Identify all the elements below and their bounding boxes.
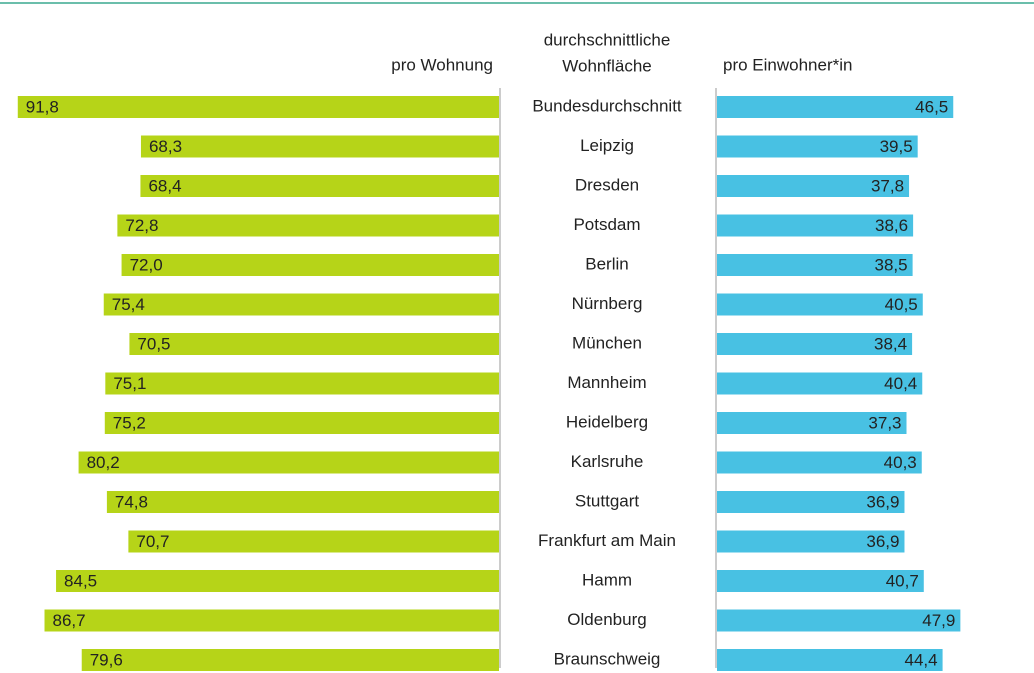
- value-label: 36,9: [866, 532, 899, 551]
- value-label: 80,2: [87, 453, 120, 472]
- bar: [44, 609, 500, 632]
- bar: [128, 530, 499, 553]
- value-label: 68,3: [149, 137, 182, 156]
- category-label: Leipzig: [580, 136, 634, 155]
- bar: [717, 175, 910, 197]
- series-header: pro Wohnung: [391, 55, 493, 74]
- value-label: 84,5: [64, 571, 97, 590]
- bar: [717, 412, 907, 434]
- bar: [717, 293, 923, 316]
- bar: [140, 135, 499, 158]
- category-label: Mannheim: [567, 373, 646, 392]
- category-label: Berlin: [585, 254, 628, 273]
- value-label: 72,8: [125, 216, 158, 235]
- value-label: 46,5: [915, 97, 948, 116]
- bar: [717, 451, 922, 474]
- category-label: Hamm: [582, 570, 632, 589]
- bar: [140, 175, 499, 197]
- bar: [717, 96, 954, 118]
- value-label: 38,4: [874, 334, 907, 353]
- category-label: Potsdam: [573, 215, 640, 234]
- value-label: 40,3: [884, 453, 917, 472]
- category-label: Stuttgart: [575, 491, 640, 510]
- value-label: 37,3: [868, 413, 901, 432]
- bar: [56, 570, 499, 592]
- bar: [717, 333, 913, 355]
- category-label: München: [572, 333, 642, 352]
- bar: [129, 333, 499, 355]
- category-label: Dresden: [575, 175, 639, 194]
- value-label: 79,6: [90, 650, 123, 669]
- value-label: 86,7: [53, 611, 86, 630]
- bar: [117, 214, 499, 237]
- value-label: 40,4: [884, 374, 917, 393]
- category-label: Braunschweig: [554, 649, 661, 668]
- category-label: Heidelberg: [566, 412, 648, 431]
- center-header: durchschnittliche: [544, 30, 671, 49]
- value-label: 47,9: [922, 611, 955, 630]
- bar: [78, 451, 499, 474]
- category-label: Nürnberg: [572, 294, 643, 313]
- value-label: 68,4: [148, 176, 181, 195]
- bar: [717, 491, 905, 513]
- bar: [717, 609, 961, 632]
- bar: [717, 372, 923, 395]
- bar: [121, 254, 499, 276]
- bar: [105, 372, 499, 395]
- value-label: 72,0: [130, 255, 163, 274]
- category-label: Frankfurt am Main: [538, 531, 676, 550]
- value-label: 70,5: [137, 334, 170, 353]
- value-label: 38,6: [875, 216, 908, 235]
- bar: [104, 412, 499, 434]
- category-label: Karlsruhe: [571, 452, 644, 471]
- value-label: 74,8: [115, 492, 148, 511]
- value-label: 40,7: [886, 571, 919, 590]
- bar: [717, 135, 918, 158]
- value-label: 70,7: [136, 532, 169, 551]
- category-label: Oldenburg: [567, 610, 646, 629]
- value-label: 39,5: [880, 137, 913, 156]
- bar: [103, 293, 499, 316]
- bar: [717, 254, 913, 276]
- value-label: 38,5: [875, 255, 908, 274]
- category-label: Bundesdurchschnitt: [532, 96, 682, 115]
- value-label: 75,4: [112, 295, 145, 314]
- center-header: Wohnfläche: [562, 56, 651, 75]
- value-label: 37,8: [871, 176, 904, 195]
- bar: [17, 96, 499, 118]
- bar: [717, 570, 924, 592]
- bar: [717, 649, 943, 671]
- value-label: 44,4: [904, 650, 937, 669]
- value-label: 91,8: [26, 97, 59, 116]
- value-label: 75,1: [113, 374, 146, 393]
- value-label: 40,5: [885, 295, 918, 314]
- bar: [81, 649, 499, 671]
- bar: [106, 491, 499, 513]
- bar: [717, 214, 914, 237]
- value-label: 75,2: [113, 413, 146, 432]
- value-label: 36,9: [866, 492, 899, 511]
- bar: [717, 530, 905, 553]
- series-header: pro Einwohner*in: [723, 55, 852, 74]
